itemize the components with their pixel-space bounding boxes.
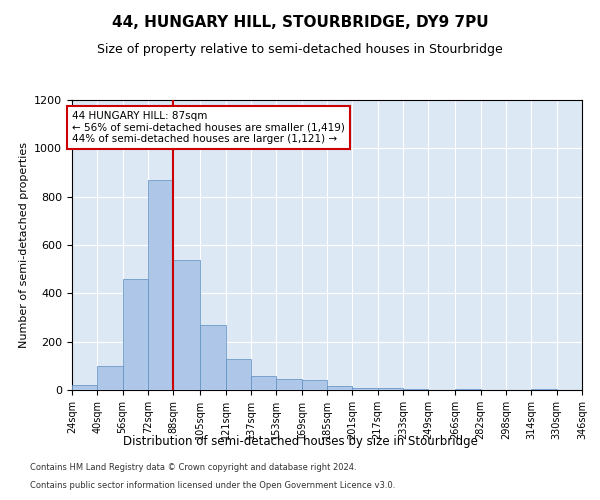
Text: Size of property relative to semi-detached houses in Stourbridge: Size of property relative to semi-detach… xyxy=(97,42,503,56)
Text: 44, HUNGARY HILL, STOURBRIDGE, DY9 7PU: 44, HUNGARY HILL, STOURBRIDGE, DY9 7PU xyxy=(112,15,488,30)
Y-axis label: Number of semi-detached properties: Number of semi-detached properties xyxy=(19,142,29,348)
Text: Contains public sector information licensed under the Open Government Licence v3: Contains public sector information licen… xyxy=(30,481,395,490)
Text: 44 HUNGARY HILL: 87sqm
← 56% of semi-detached houses are smaller (1,419)
44% of : 44 HUNGARY HILL: 87sqm ← 56% of semi-det… xyxy=(72,111,345,144)
Bar xyxy=(532,389,557,390)
Text: Distribution of semi-detached houses by size in Stourbridge: Distribution of semi-detached houses by … xyxy=(122,435,478,448)
Bar xyxy=(455,389,481,390)
Bar xyxy=(72,385,97,390)
Bar xyxy=(200,325,226,390)
Bar xyxy=(327,386,352,390)
Bar xyxy=(352,388,377,390)
Bar xyxy=(403,389,428,390)
Bar xyxy=(251,376,277,390)
Text: Contains HM Land Registry data © Crown copyright and database right 2024.: Contains HM Land Registry data © Crown c… xyxy=(30,464,356,472)
Bar xyxy=(148,180,173,390)
Bar xyxy=(277,379,302,390)
Bar xyxy=(173,260,200,390)
Bar xyxy=(122,279,148,390)
Bar xyxy=(302,380,327,390)
Bar xyxy=(226,358,251,390)
Bar xyxy=(377,388,403,390)
Bar xyxy=(97,366,122,390)
